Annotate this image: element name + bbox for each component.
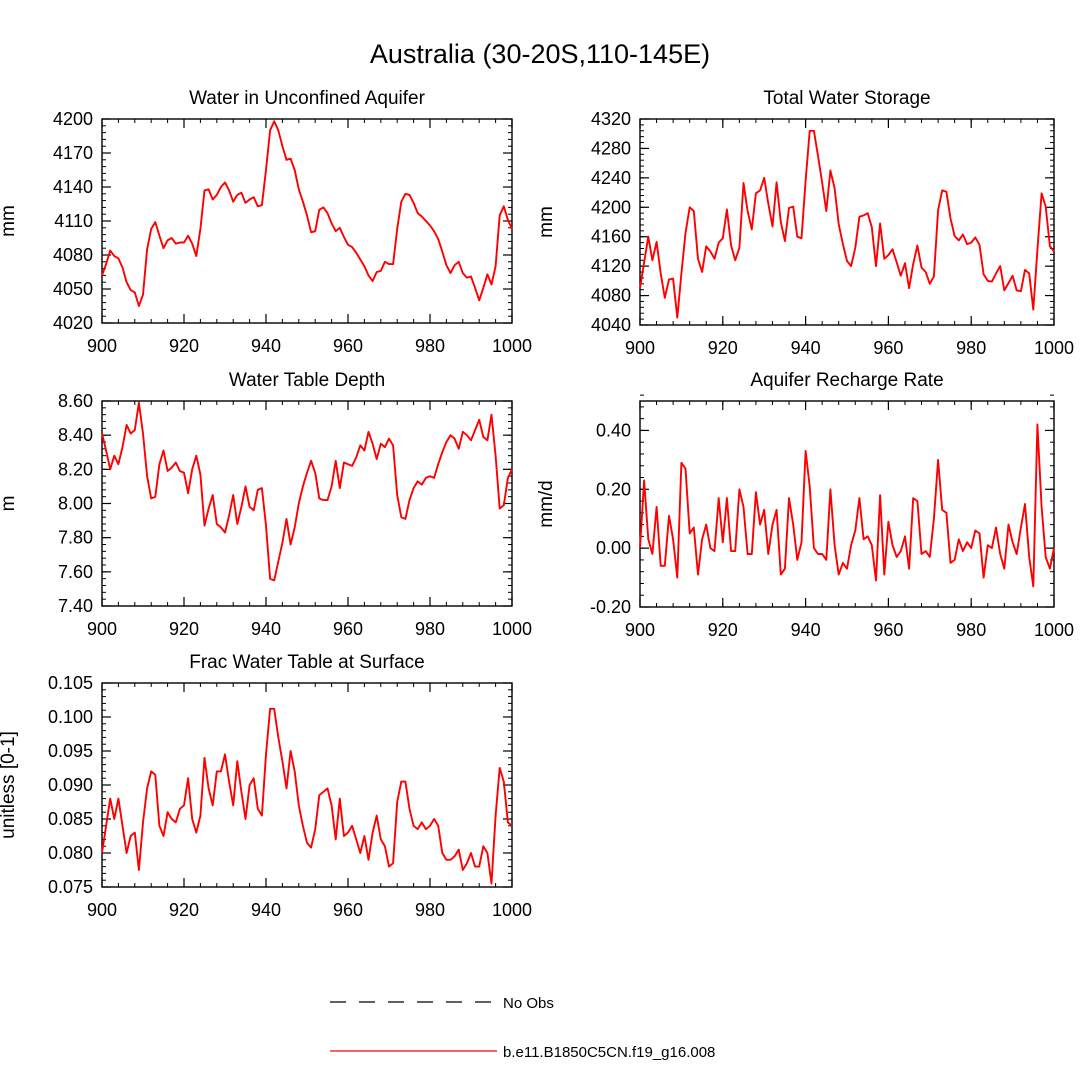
x-tick-label: 940	[791, 338, 821, 358]
y-tick-label: 4170	[53, 143, 93, 163]
x-tick-label: 940	[791, 620, 821, 640]
y-tick-label: 8.00	[58, 494, 93, 514]
series-line	[639, 129, 1055, 319]
y-tick-label: 4140	[53, 177, 93, 197]
y-tick-label: 0.105	[48, 673, 93, 693]
legend: No Obs b.e11.B1850C5CN.f19_g16.008	[330, 995, 715, 1061]
y-tick-label: 0.090	[48, 775, 93, 795]
panel-title: Water Table Depth	[229, 370, 385, 391]
y-axis-label: mm	[0, 205, 19, 237]
plot-frame	[101, 682, 513, 888]
y-tick-label: 7.40	[58, 596, 93, 616]
panel-aquifer-recharge-rate: Aquifer Recharge Rate 900 920 940 960 980 1000…	[536, 370, 1074, 640]
legend-model-label: b.e11.B1850C5CN.f19_g16.008	[503, 1044, 715, 1061]
x-tick-label: 900	[87, 619, 117, 639]
x-tick-label: 940	[251, 336, 281, 356]
y-tick-label: -0.20	[590, 597, 631, 617]
series-line	[101, 401, 513, 582]
y-tick-label: 4050	[53, 279, 93, 299]
y-tick-label: 4160	[591, 227, 631, 247]
x-tick-label: 1000	[1034, 338, 1074, 358]
x-tick-label: 900	[87, 900, 117, 920]
x-tick-label: 1000	[492, 619, 532, 639]
x-tick-label: 920	[708, 338, 738, 358]
x-tick-label: 960	[873, 338, 903, 358]
y-tick-label: 0.095	[48, 741, 93, 761]
panel-water-table-depth: Water Table Depth 900 920 940 960 980 1000 7.40…	[0, 370, 532, 639]
plot-frame	[101, 400, 513, 607]
x-tick-label: 980	[415, 900, 445, 920]
y-tick-label: 8.20	[58, 459, 93, 479]
plot-frame	[639, 400, 1055, 608]
panel-title: Frac Water Table at Surface	[189, 652, 425, 673]
y-tick-label: 8.60	[58, 391, 93, 411]
y-tick-label: 4320	[591, 109, 631, 129]
x-tick-label: 920	[169, 619, 199, 639]
panel-title: Aquifer Recharge Rate	[750, 370, 943, 391]
x-tick-label: 920	[169, 336, 199, 356]
panel-water-in-unconfined-aquifer: Water in Unconfined Aquifer 900 920 940 960 9…	[0, 88, 532, 356]
y-tick-label: 0.075	[48, 877, 93, 897]
x-tick-label: 960	[333, 336, 363, 356]
series-line	[101, 707, 513, 885]
legend-no-obs-label: No Obs	[503, 995, 554, 1012]
panel-title: Total Water Storage	[763, 88, 930, 109]
series-line	[639, 423, 1055, 588]
x-tick-label: 940	[251, 900, 281, 920]
x-tick-label: 960	[333, 900, 363, 920]
y-tick-label: 0.40	[596, 420, 631, 440]
x-tick-label: 900	[87, 336, 117, 356]
y-tick-label: 4200	[53, 109, 93, 129]
y-tick-label: 0.080	[48, 843, 93, 863]
y-tick-label: 0.085	[48, 809, 93, 829]
y-tick-label: 8.40	[58, 425, 93, 445]
figure-title: Australia (30-20S,110-145E)	[370, 39, 710, 69]
y-tick-label: 4080	[53, 245, 93, 265]
y-tick-label: 4020	[53, 313, 93, 333]
x-tick-label: 1000	[492, 336, 532, 356]
x-tick-label: 960	[333, 619, 363, 639]
y-tick-label: 4280	[591, 138, 631, 158]
y-axis-label: mm	[536, 206, 557, 238]
x-tick-label: 1000	[492, 900, 532, 920]
y-tick-label: 4120	[591, 256, 631, 276]
x-tick-label: 980	[956, 620, 986, 640]
x-tick-label: 920	[169, 900, 199, 920]
y-tick-label: 0.100	[48, 707, 93, 727]
y-tick-label: 4040	[591, 315, 631, 335]
y-tick-label: 4110	[54, 211, 93, 231]
y-tick-label: 7.80	[58, 528, 93, 548]
y-tick-label: 7.60	[58, 562, 93, 582]
x-tick-label: 900	[625, 338, 655, 358]
y-tick-label: 4080	[591, 286, 631, 306]
x-tick-label: 1000	[1034, 620, 1074, 640]
series-line	[101, 120, 513, 307]
x-tick-label: 980	[956, 338, 986, 358]
x-tick-label: 900	[625, 620, 655, 640]
x-tick-label: 980	[415, 336, 445, 356]
y-tick-label: 4240	[591, 168, 631, 188]
y-tick-label: 0.00	[596, 538, 631, 558]
y-axis-label: m	[0, 496, 19, 512]
plot-frame	[101, 118, 513, 324]
y-tick-label: 0.20	[596, 479, 631, 499]
panel-frac-water-table-at-surface: Frac Water Table at Surface 900 920 940 960 9…	[0, 652, 532, 920]
y-axis-label: mm/d	[536, 480, 557, 528]
panel-total-water-storage: Total Water Storage 900 920 940 960 980 1000 40…	[536, 88, 1074, 358]
x-tick-label: 940	[251, 619, 281, 639]
y-axis-label: unitless [0-1]	[0, 731, 19, 839]
x-tick-label: 920	[708, 620, 738, 640]
panel-title: Water in Unconfined Aquifer	[189, 88, 426, 109]
plot-frame	[639, 118, 1055, 326]
x-tick-label: 960	[873, 620, 903, 640]
x-tick-label: 980	[415, 619, 445, 639]
y-tick-label: 4200	[591, 197, 631, 217]
